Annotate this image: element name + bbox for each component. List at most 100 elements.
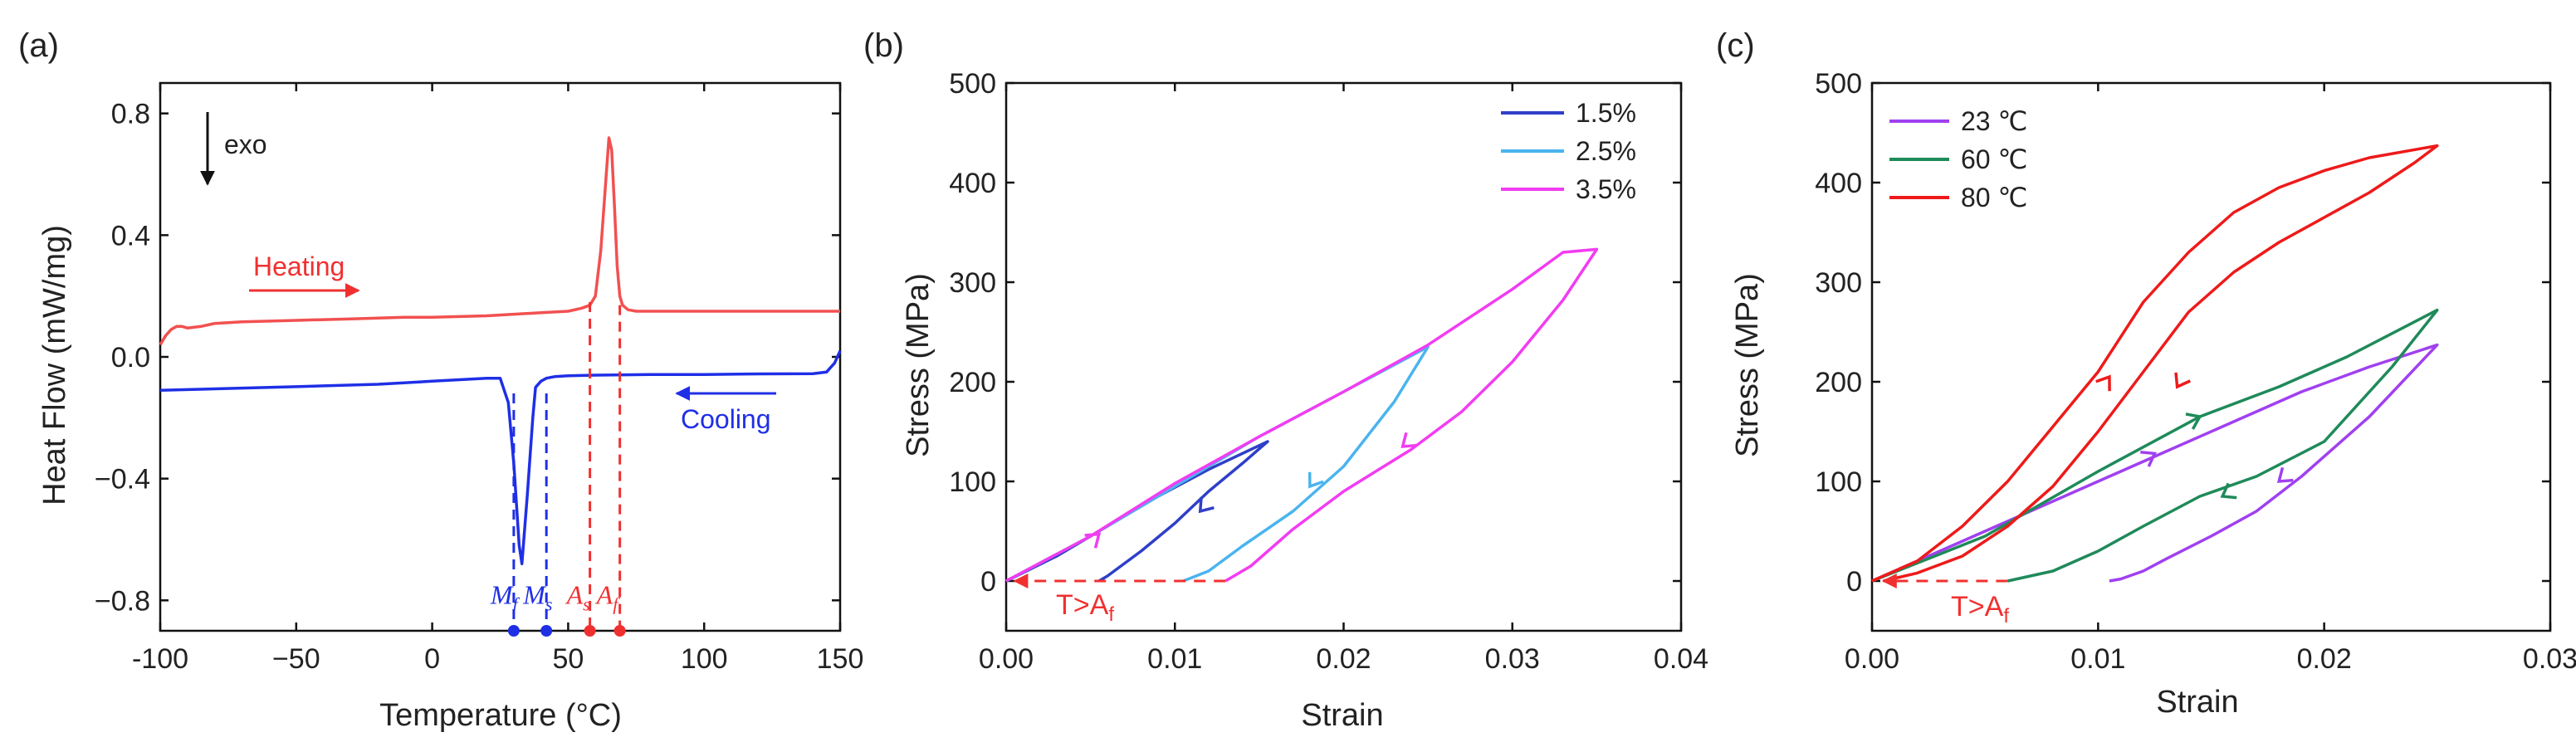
panel-b-ylabel: Stress (MPa) — [901, 273, 936, 457]
chevron-icon — [1308, 471, 1324, 489]
panel-b-xlabel: Strain — [1301, 698, 1383, 733]
panel-c-annotation-base: T>A — [1951, 591, 2004, 622]
panel-c-plot-area: 0.00 0.01 0.02 0.03 0 100 200 300 400 500 — [1815, 68, 2576, 675]
marker-label-as: As — [565, 579, 590, 614]
plot-frame — [159, 81, 842, 632]
panel-c-xlabel: Strain — [2156, 685, 2238, 720]
x-tick-label: 0.03 — [1485, 643, 1540, 675]
exo-label: exo — [224, 129, 267, 159]
legend-label: 1.5% — [1576, 98, 1636, 128]
y-tick-label: 500 — [1815, 68, 1862, 100]
series-line-23 — [1871, 343, 2439, 583]
x-tick-label: 50 — [552, 643, 584, 675]
marker-dot-ms — [540, 625, 553, 637]
legend-label: 23 ℃ — [1961, 106, 2027, 136]
panel-c-legend: 23 ℃ 60 ℃ 80 ℃ — [1889, 106, 2027, 212]
marker-label-ms: Ms — [522, 579, 552, 614]
panel-b-label: (b) — [863, 27, 904, 64]
panel-b-legend: 1.5% 2.5% 3.5% — [1501, 98, 1636, 204]
y-tick-label: 400 — [1815, 168, 1862, 199]
panel-a-label: (a) — [18, 27, 59, 64]
x-tick-label: 0.00 — [1845, 643, 1899, 675]
series-line-3-5 — [1005, 247, 1599, 583]
panel-a-xlabel: Temperature (°C) — [379, 698, 622, 733]
series-line-80 — [1871, 144, 2439, 583]
legend-label: 2.5% — [1576, 136, 1636, 166]
y-tick-label: 0 — [980, 566, 996, 598]
direction-arrow-icon — [2276, 466, 2294, 483]
y-tick-label: 0.8 — [111, 99, 150, 130]
cooling-label: Cooling — [681, 404, 771, 434]
panel-c-ylabel: Stress (MPa) — [1730, 273, 1765, 457]
direction-arrow-icon — [1084, 532, 1102, 549]
chevron-icon — [2095, 374, 2111, 392]
panel-a: (a) -100 −50 0 50 100 150 −0.8 −0.4 0.0 0.4 0.8 Te… — [18, 27, 863, 733]
y-tick-label: 200 — [949, 367, 996, 398]
panel-c-annotation: T>Af — [1951, 591, 2009, 627]
chevron-icon — [1400, 432, 1417, 448]
x-tick-label: 0.04 — [1654, 643, 1708, 675]
marker-dot-af — [613, 625, 626, 637]
y-tick-label: 200 — [1815, 367, 1862, 398]
y-tick-label: −0.4 — [95, 464, 150, 495]
x-tick-label: −50 — [272, 643, 320, 675]
chevron-icon — [1198, 496, 1215, 514]
x-tick-label: 0.02 — [1316, 643, 1371, 675]
marker-label-af: Af — [595, 579, 621, 614]
x-tick-label: 0.02 — [2297, 643, 2352, 675]
direction-arrow-icon — [1308, 471, 1324, 489]
plot-frame — [1870, 81, 2552, 632]
direction-arrow-icon — [2174, 372, 2192, 389]
x-tick-label: 100 — [681, 643, 728, 675]
direction-arrow-icon — [2095, 374, 2111, 392]
y-tick-label: 0.4 — [111, 220, 150, 251]
direction-arrow-icon — [2220, 482, 2237, 500]
panel-a-plot-area: -100 −50 0 50 100 150 −0.8 −0.4 0.0 0.4 0.8 — [95, 81, 864, 675]
y-tick-label: 500 — [949, 68, 996, 100]
x-tick-label: 0.00 — [979, 643, 1034, 675]
panel-c-label: (c) — [1716, 27, 1755, 64]
y-tick-label: 400 — [949, 168, 996, 199]
panel-b-plot-area: 0.00 0.01 0.02 0.03 0.04 0 100 200 300 400 500 — [949, 68, 1708, 675]
x-tick-label: 0 — [424, 643, 440, 675]
chevron-icon — [1084, 532, 1102, 549]
direction-arrow-icon — [1400, 432, 1417, 448]
y-tick-label: −0.8 — [95, 585, 150, 617]
panel-b-annotation-base: T>A — [1056, 589, 1109, 621]
x-tick-label: 0.03 — [2523, 643, 2576, 675]
chevron-icon — [2140, 450, 2158, 467]
chevron-icon — [2220, 482, 2237, 500]
x-tick-label: 0.01 — [1147, 643, 1202, 675]
panel-a-ylabel: Heat Flow (mW/mg) — [37, 225, 72, 505]
marker-dot-mf — [507, 625, 520, 637]
series-line-cooling — [159, 349, 842, 566]
marker-label-mf: Mf — [490, 579, 521, 614]
legend-label: 60 ℃ — [1961, 144, 2027, 174]
x-tick-label: 150 — [817, 643, 864, 675]
series-line-2-5 — [1005, 345, 1430, 583]
marker-dot-as — [584, 625, 596, 637]
chevron-icon — [2174, 372, 2192, 389]
x-tick-label: 0.01 — [2070, 643, 2125, 675]
series-line-60 — [1871, 308, 2439, 583]
y-tick-label: 0.0 — [111, 342, 150, 373]
chevron-icon — [2276, 466, 2294, 483]
direction-arrow-icon — [2185, 412, 2202, 430]
y-tick-label: 300 — [1815, 267, 1862, 299]
legend-label: 3.5% — [1576, 174, 1636, 204]
y-tick-label: 300 — [949, 267, 996, 299]
y-tick-label: 100 — [1815, 466, 1862, 498]
series-line-heating — [159, 136, 840, 346]
chevron-icon — [2185, 412, 2202, 430]
y-tick-label: 0 — [1846, 566, 1862, 598]
direction-arrow-icon — [2140, 450, 2158, 467]
transition-markers: Mf Ms As Af — [490, 302, 626, 637]
x-tick-label: -100 — [132, 643, 188, 675]
panel-b-annotation-sub: f — [1108, 603, 1114, 626]
panel-c: (c) 0.00 0.01 0.02 0.03 0 100 200 300 400 500 Str… — [1716, 27, 2576, 720]
y-tick-label: 100 — [949, 466, 996, 498]
heating-label: Heating — [253, 251, 345, 281]
panel-b: (b) 0.00 0.01 0.02 0.03 0.04 0 100 200 300 400 500… — [863, 27, 1708, 733]
direction-arrow-icon — [1198, 496, 1215, 514]
